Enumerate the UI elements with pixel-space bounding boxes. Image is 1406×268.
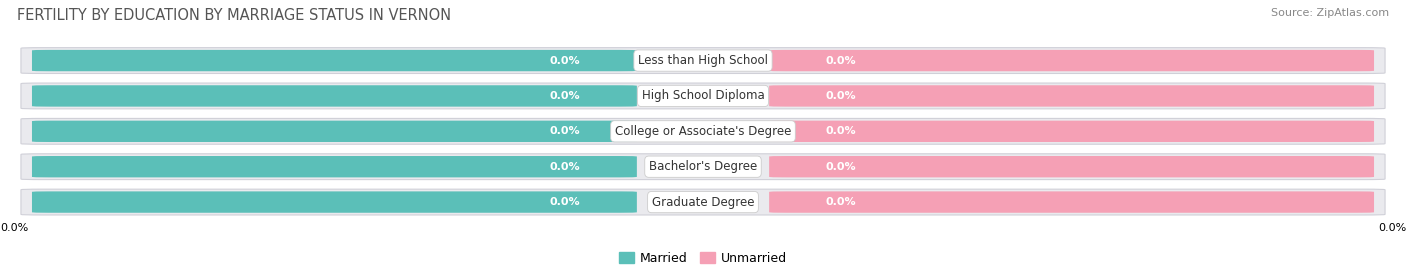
FancyBboxPatch shape	[21, 154, 1385, 180]
Text: Less than High School: Less than High School	[638, 54, 768, 67]
Text: 0.0%: 0.0%	[825, 91, 856, 101]
FancyBboxPatch shape	[21, 189, 1385, 215]
Legend: Married, Unmarried: Married, Unmarried	[613, 247, 793, 268]
FancyBboxPatch shape	[769, 191, 1374, 213]
Text: Bachelor's Degree: Bachelor's Degree	[650, 160, 756, 173]
FancyBboxPatch shape	[769, 50, 1374, 71]
FancyBboxPatch shape	[32, 50, 637, 71]
FancyBboxPatch shape	[769, 85, 1374, 107]
FancyBboxPatch shape	[32, 191, 637, 213]
Text: College or Associate's Degree: College or Associate's Degree	[614, 125, 792, 138]
Text: FERTILITY BY EDUCATION BY MARRIAGE STATUS IN VERNON: FERTILITY BY EDUCATION BY MARRIAGE STATU…	[17, 8, 451, 23]
FancyBboxPatch shape	[32, 121, 637, 142]
FancyBboxPatch shape	[21, 118, 1385, 144]
Text: Graduate Degree: Graduate Degree	[652, 196, 754, 209]
FancyBboxPatch shape	[769, 156, 1374, 177]
FancyBboxPatch shape	[32, 156, 637, 177]
Text: High School Diploma: High School Diploma	[641, 90, 765, 102]
Text: 0.0%: 0.0%	[825, 197, 856, 207]
Text: 0.0%: 0.0%	[825, 55, 856, 66]
Text: 0.0%: 0.0%	[550, 126, 581, 136]
Text: 0.0%: 0.0%	[550, 162, 581, 172]
FancyBboxPatch shape	[769, 121, 1374, 142]
Text: 0.0%: 0.0%	[825, 126, 856, 136]
Text: 0.0%: 0.0%	[550, 197, 581, 207]
FancyBboxPatch shape	[21, 48, 1385, 73]
Text: 0.0%: 0.0%	[550, 55, 581, 66]
FancyBboxPatch shape	[21, 83, 1385, 109]
Text: Source: ZipAtlas.com: Source: ZipAtlas.com	[1271, 8, 1389, 18]
Text: 0.0%: 0.0%	[825, 162, 856, 172]
FancyBboxPatch shape	[32, 85, 637, 107]
Text: 0.0%: 0.0%	[550, 91, 581, 101]
